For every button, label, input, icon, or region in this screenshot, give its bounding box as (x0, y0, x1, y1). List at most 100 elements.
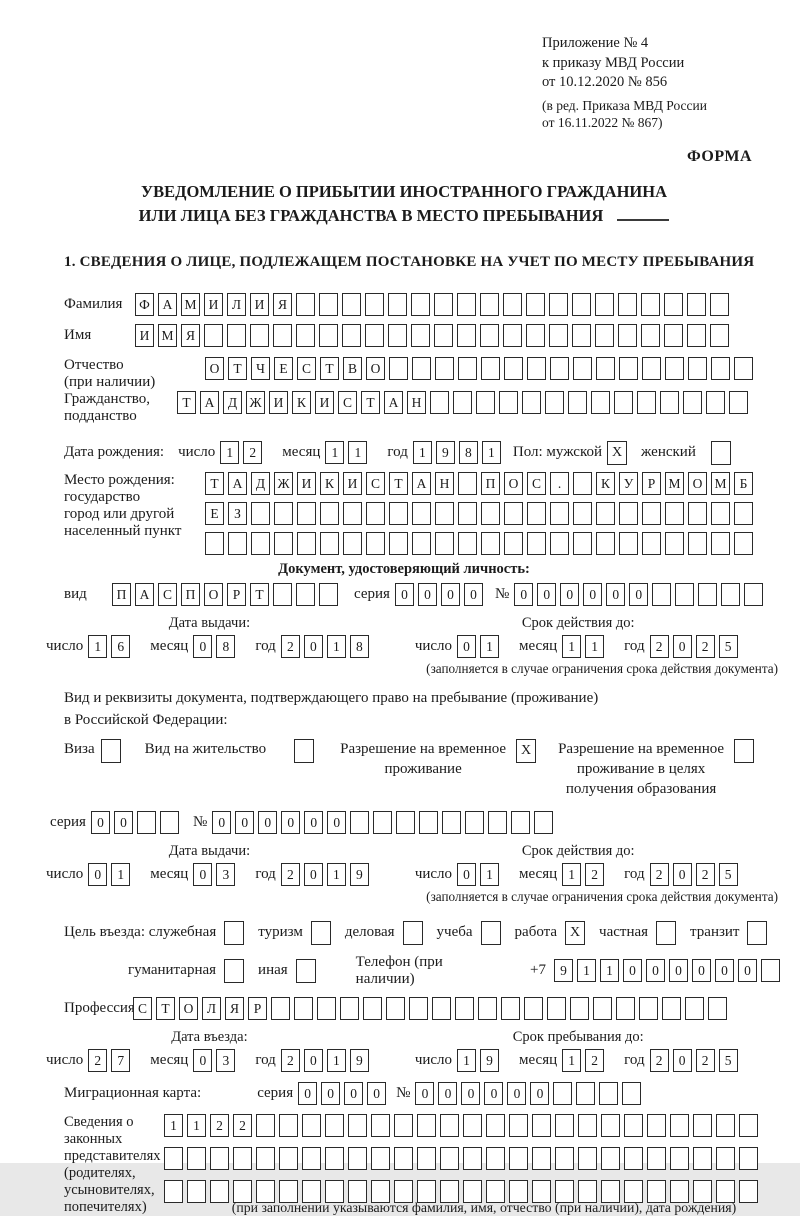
char-cell[interactable] (480, 323, 499, 347)
char-cell[interactable]: О (366, 356, 385, 380)
char-cell[interactable]: 1 (562, 634, 582, 658)
char-cell[interactable] (744, 582, 764, 606)
char-cell[interactable] (279, 1113, 298, 1137)
char-cell[interactable]: 0 (193, 1048, 213, 1072)
char-cell[interactable]: 0 (193, 862, 213, 886)
char-cell[interactable]: 9 (349, 862, 369, 886)
char-cell[interactable]: 0 (212, 810, 232, 834)
char-cell[interactable] (595, 323, 614, 347)
char-cell[interactable] (550, 501, 569, 525)
char-cell[interactable] (296, 292, 315, 316)
char-cell[interactable]: 2 (649, 862, 669, 886)
char-cell[interactable] (458, 356, 477, 380)
char-cell[interactable] (325, 1113, 344, 1137)
char-cell[interactable]: 2 (280, 862, 300, 886)
char-cell[interactable]: 0 (672, 1048, 692, 1072)
char-cell[interactable] (302, 1146, 321, 1170)
char-cell[interactable] (486, 1113, 505, 1137)
char-cell[interactable]: П (481, 471, 500, 495)
char-cell[interactable] (596, 356, 615, 380)
study-checkbox[interactable] (480, 920, 501, 945)
char-cell[interactable]: 2 (649, 1048, 669, 1072)
char-cell[interactable] (388, 292, 407, 316)
char-cell[interactable]: 0 (461, 1081, 481, 1105)
char-cell[interactable]: 0 (303, 1048, 323, 1072)
char-cell[interactable] (708, 996, 727, 1020)
char-cell[interactable] (317, 996, 336, 1020)
char-cell[interactable]: Я (273, 292, 292, 316)
char-cell[interactable] (499, 390, 518, 414)
char-cell[interactable]: 0 (193, 634, 213, 658)
char-cell[interactable] (706, 390, 725, 414)
char-cell[interactable] (688, 531, 707, 555)
char-cell[interactable] (412, 531, 431, 555)
char-cell[interactable]: А (200, 390, 219, 414)
char-cell[interactable]: М (158, 323, 177, 347)
char-cell[interactable]: 0 (669, 959, 688, 982)
char-cell[interactable]: П (181, 582, 200, 606)
char-cell[interactable]: С (366, 471, 385, 495)
char-cell[interactable]: 1 (562, 862, 582, 886)
char-cell[interactable] (365, 323, 384, 347)
char-cell[interactable]: 3 (216, 862, 236, 886)
char-cell[interactable] (591, 390, 610, 414)
char-cell[interactable]: К (596, 471, 615, 495)
char-cell[interactable] (670, 1113, 689, 1137)
char-cell[interactable]: 0 (321, 1081, 341, 1105)
humanitarian-checkbox[interactable] (224, 958, 245, 983)
char-cell[interactable] (389, 501, 408, 525)
char-cell[interactable] (457, 323, 476, 347)
char-cell[interactable] (164, 1179, 183, 1203)
char-cell[interactable] (641, 292, 660, 316)
char-cell[interactable] (187, 1146, 206, 1170)
char-cell[interactable] (350, 810, 370, 834)
char-cell[interactable]: 0 (438, 1081, 458, 1105)
char-cell[interactable]: 1 (577, 959, 596, 982)
char-cell[interactable] (440, 1113, 459, 1137)
char-cell[interactable] (504, 356, 523, 380)
char-cell[interactable]: 0 (303, 862, 323, 886)
char-cell[interactable]: . (550, 471, 569, 495)
char-cell[interactable] (342, 323, 361, 347)
char-cell[interactable] (652, 582, 672, 606)
char-cell[interactable]: С (527, 471, 546, 495)
char-cell[interactable] (136, 810, 156, 834)
char-cell[interactable] (647, 1113, 666, 1137)
char-cell[interactable]: 5 (718, 1048, 738, 1072)
char-cell[interactable]: 0 (514, 582, 534, 606)
char-cell[interactable]: Т (389, 471, 408, 495)
char-cell[interactable]: 7 (111, 1048, 131, 1072)
char-cell[interactable]: 5 (718, 862, 738, 886)
char-cell[interactable]: 2 (695, 634, 715, 658)
char-cell[interactable] (481, 531, 500, 555)
char-cell[interactable] (665, 501, 684, 525)
char-cell[interactable]: Е (205, 501, 224, 525)
char-cell[interactable]: И (250, 292, 269, 316)
char-cell[interactable] (573, 501, 592, 525)
char-cell[interactable]: И (343, 471, 362, 495)
char-cell[interactable] (761, 959, 780, 982)
char-cell[interactable]: 9 (349, 1048, 369, 1072)
char-cell[interactable] (411, 323, 430, 347)
char-cell[interactable] (665, 531, 684, 555)
char-cell[interactable]: 2 (280, 634, 300, 658)
char-cell[interactable] (601, 1146, 620, 1170)
char-cell[interactable] (486, 1146, 505, 1170)
char-cell[interactable]: А (228, 471, 247, 495)
char-cell[interactable] (440, 1146, 459, 1170)
char-cell[interactable]: П (112, 582, 131, 606)
char-cell[interactable]: И (204, 292, 223, 316)
char-cell[interactable]: 1 (412, 441, 432, 464)
char-cell[interactable] (320, 501, 339, 525)
char-cell[interactable]: Ф (135, 292, 154, 316)
char-cell[interactable]: 0 (304, 810, 324, 834)
char-cell[interactable]: М (665, 471, 684, 495)
char-cell[interactable]: Т (156, 996, 175, 1020)
char-cell[interactable]: 2 (585, 862, 605, 886)
char-cell[interactable] (716, 1146, 735, 1170)
char-cell[interactable]: К (320, 471, 339, 495)
char-cell[interactable] (435, 356, 454, 380)
char-cell[interactable]: А (412, 471, 431, 495)
char-cell[interactable] (698, 582, 718, 606)
char-cell[interactable] (522, 390, 541, 414)
